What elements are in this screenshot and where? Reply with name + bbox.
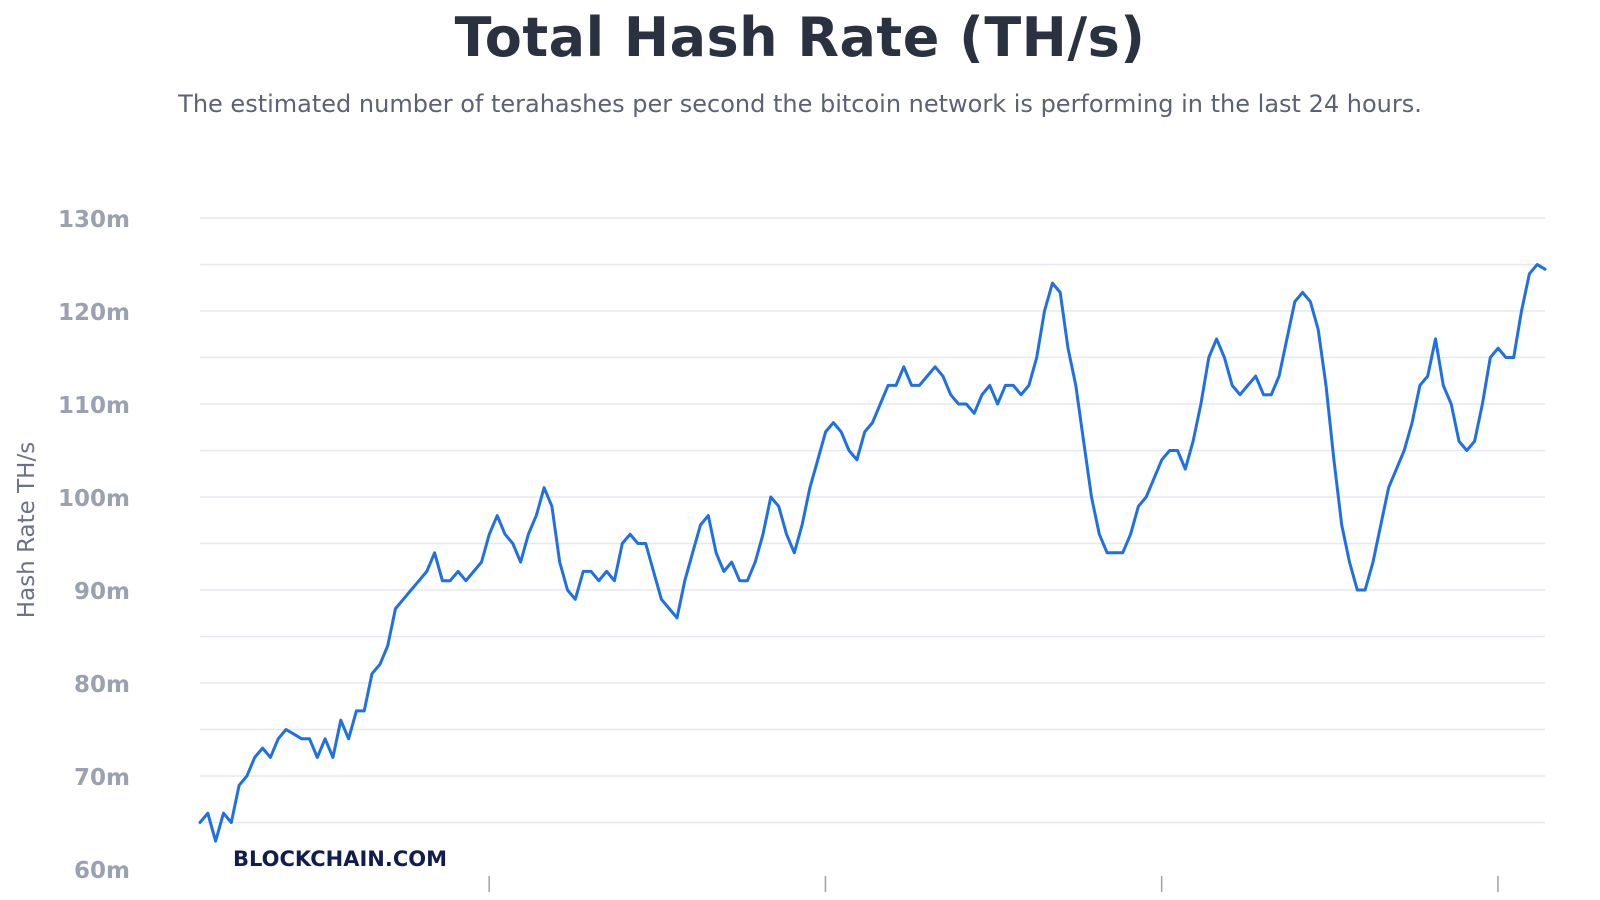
grid-lines [200, 217, 1545, 824]
y-tick-label: 130m [58, 207, 130, 233]
y-axis-ticks: 60m 70m 80m 90m 100m 110m 120m 130m [58, 207, 130, 884]
x-axis-ticks [488, 876, 1499, 892]
y-tick-label: 100m [58, 486, 130, 512]
hash-rate-line [198, 263, 1547, 843]
y-tick-label: 60m [74, 858, 130, 884]
y-tick-label: 80m [74, 672, 130, 698]
y-axis-title: Hash Rate TH/s [14, 442, 40, 618]
chart-subtitle: The estimated number of terahashes per s… [178, 90, 1422, 118]
series-layer [198, 263, 1547, 843]
y-tick-label: 120m [58, 300, 130, 326]
y-tick-label: 70m [74, 765, 130, 791]
brand-logo-text: BLOCKCHAIN.COM [233, 847, 447, 871]
y-tick-label: 110m [58, 393, 130, 419]
chart-title: Total Hash Rate (TH/s) [454, 6, 1146, 69]
y-tick-label: 90m [74, 579, 130, 605]
